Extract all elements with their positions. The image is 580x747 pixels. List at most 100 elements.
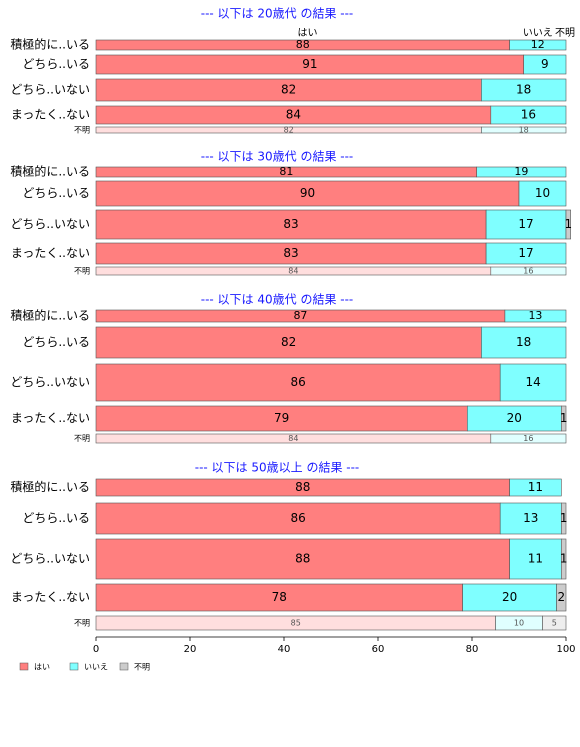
column-header-no: いいえ <box>523 27 553 39</box>
panel-title: --- 以下は 40歳代 の結果 --- <box>201 293 354 307</box>
data-label-yes: 86 <box>290 375 305 389</box>
data-label-no: 10 <box>514 619 524 628</box>
row-label: どちら..いる <box>22 57 90 71</box>
data-label-yes: 82 <box>281 335 296 349</box>
data-label-yes: 78 <box>272 590 287 604</box>
row-label-unknown: 不明 <box>74 267 90 276</box>
row-label: まったく..ない <box>11 246 90 260</box>
bar-segment-no <box>499 363 567 402</box>
data-label-unknown: 1 <box>560 511 568 525</box>
bar-segment-no <box>490 105 567 125</box>
data-label-no: 11 <box>528 480 543 494</box>
data-label-no: 20 <box>507 411 522 425</box>
row-label: どちら..いる <box>22 335 90 349</box>
row-label: どちら..いない <box>10 552 90 566</box>
data-label-yes: 83 <box>283 217 298 231</box>
data-label-yes: 84 <box>288 434 298 443</box>
bar-segment-no <box>518 180 567 207</box>
data-label-no: 10 <box>535 186 550 200</box>
bar-segment-yes <box>95 363 501 402</box>
data-label-yes: 86 <box>290 511 305 525</box>
data-label-no: 16 <box>521 108 536 122</box>
row-label-unknown: 不明 <box>74 619 90 628</box>
bar-segment-no <box>462 583 557 612</box>
data-label-yes: 83 <box>283 246 298 260</box>
data-label-yes: 88 <box>295 552 310 566</box>
bar-segment-no <box>485 209 567 240</box>
data-label-unknown: 5 <box>552 619 557 628</box>
bar-segment-unknown <box>560 405 567 432</box>
data-label-no: 17 <box>518 217 533 231</box>
bar-segment-no <box>509 478 562 497</box>
panel-title: --- 以下は 30歳代 の結果 --- <box>201 150 354 164</box>
row-label: まったく..ない <box>11 590 90 604</box>
data-label-no: 20 <box>502 590 517 604</box>
bar-segment-no <box>485 242 567 265</box>
bar-segment-no <box>504 309 567 323</box>
x-tick-label: 80 <box>466 644 479 655</box>
bar-segment-yes <box>95 538 510 580</box>
row-label: まったく..ない <box>11 411 90 425</box>
data-label-yes: 84 <box>288 267 298 276</box>
data-label-yes: 91 <box>302 57 317 71</box>
data-label-no: 13 <box>523 511 538 525</box>
legend-swatch <box>19 662 29 671</box>
data-label-yes: 88 <box>295 480 310 494</box>
legend-swatch <box>119 662 129 671</box>
bar-segment-unknown <box>556 583 567 612</box>
bar-segment-no <box>523 54 567 75</box>
data-label-unknown: 1 <box>560 552 568 566</box>
bar-segment-no <box>481 78 567 102</box>
row-label: どちら..いる <box>22 186 90 200</box>
data-label-yes: 82 <box>284 126 294 135</box>
row-label-unknown: 不明 <box>74 126 90 135</box>
data-label-yes: 85 <box>291 619 301 628</box>
bar-segment-yes <box>95 502 501 535</box>
data-label-no: 14 <box>525 375 540 389</box>
data-label-unknown: 1 <box>560 411 568 425</box>
data-label-no: 18 <box>516 335 531 349</box>
data-label-no: 12 <box>531 38 545 51</box>
data-label-no: 19 <box>514 165 528 178</box>
data-label-yes: 79 <box>274 411 289 425</box>
column-header-yes: はい <box>298 27 318 39</box>
panel-title: --- 以下は 50歳以上 の結果 --- <box>195 461 360 475</box>
data-label-unknown: 2 <box>557 590 565 604</box>
bar-segment-no <box>490 433 567 444</box>
bar-segment-no <box>490 266 567 276</box>
data-label-no: 17 <box>518 246 533 260</box>
bar-segment-unknown <box>542 615 567 631</box>
legend-swatch <box>69 662 79 671</box>
bar-segment-unknown <box>565 209 571 240</box>
row-label: 積極的に..いる <box>10 37 90 52</box>
row-label-unknown: 不明 <box>74 434 90 443</box>
bar-segment-no <box>509 538 562 580</box>
data-label-no: 16 <box>523 267 533 276</box>
x-tick-label: 40 <box>278 644 291 655</box>
x-tick-label: 0 <box>93 644 99 655</box>
data-label-no: 16 <box>523 434 533 443</box>
bar-segment-no <box>499 502 562 535</box>
data-label-yes: 82 <box>281 83 296 97</box>
data-label-yes: 87 <box>293 309 307 322</box>
panel-title: --- 以下は 20歳代 の結果 --- <box>201 7 354 21</box>
row-label: 積極的に..いる <box>10 308 90 323</box>
data-label-yes: 84 <box>286 108 301 122</box>
x-tick-label: 20 <box>184 644 197 655</box>
bar-segment-no <box>481 326 567 359</box>
row-label: どちら..いない <box>10 217 90 231</box>
data-label-no: 18 <box>519 126 529 135</box>
bar-segment-no <box>476 166 567 178</box>
bar-segment-yes <box>95 180 520 207</box>
legend-label: はい <box>34 663 50 672</box>
row-label: どちら..いない <box>10 375 90 389</box>
row-label: 積極的に..いる <box>10 164 90 179</box>
data-label-unknown: 1 <box>565 217 573 231</box>
row-label: 積極的に..いる <box>10 479 90 494</box>
bar-segment-no <box>481 126 567 134</box>
data-label-no: 13 <box>528 309 542 322</box>
data-label-yes: 81 <box>279 165 293 178</box>
data-label-yes: 88 <box>296 38 310 51</box>
bar-segment-unknown <box>560 538 567 580</box>
